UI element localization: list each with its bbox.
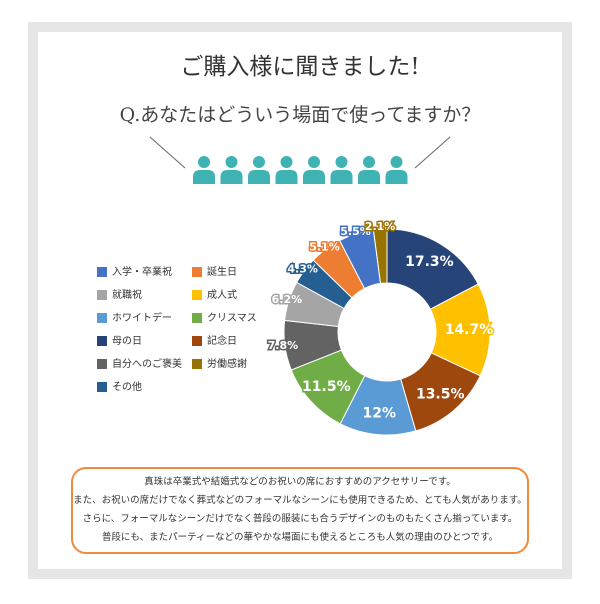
person-body: [303, 170, 325, 184]
legend-label: 入学・卒業祝: [112, 265, 172, 278]
data-label: 2.1%: [365, 220, 396, 233]
data-label: 14.7%: [445, 322, 494, 338]
legend-swatch: [192, 267, 202, 277]
legend-label: 母の日: [112, 335, 142, 347]
person-body: [193, 170, 215, 184]
legend-label: 就職祝: [112, 288, 142, 301]
person-body: [248, 170, 270, 184]
legend-label: その他: [112, 380, 142, 393]
person-head: [280, 156, 293, 168]
data-label: 4.3%: [287, 262, 318, 275]
legend-swatch: [97, 313, 107, 323]
note-line: また、お祝いの席だけでなく葬式などのフォーマルなシーンにも使用できるため、とても…: [73, 494, 527, 506]
note-line: 真珠は卒業式や結婚式などのお祝いの席におすすめのアクセサリーです。: [144, 476, 456, 488]
person-body: [385, 170, 408, 184]
data-label: 17.3%: [405, 254, 454, 270]
person-head: [390, 156, 403, 168]
person-body: [330, 170, 353, 184]
legend-swatch: [97, 359, 107, 369]
legend-label: 自分へのご褒美: [112, 357, 182, 370]
person-head: [253, 156, 265, 168]
people-icons: [193, 156, 408, 184]
legend-swatch: [192, 313, 202, 323]
donut-chart: 17.3% 14.7% 13.5% 12% 11.5% 7.8% 6.2% 4.3% 5.1%5…: [266, 219, 495, 436]
person-head: [198, 156, 210, 168]
data-label: 12%: [363, 406, 397, 422]
note-text: 真珠は卒業式や結婚式などのお祝いの席におすすめのアクセサリーです。また、お祝いの…: [73, 476, 527, 544]
deco-line: [149, 136, 186, 169]
legend-swatch: [97, 290, 107, 300]
note-line: 普段にも、またパーティーなどの華やかな場面にも使えるところも人気の理由のひとつで…: [102, 531, 498, 543]
person-body: [358, 170, 380, 184]
legend-label: 成人式: [207, 288, 237, 301]
legend-label: クリスマス: [207, 312, 257, 324]
data-label: 7.8%: [268, 339, 299, 352]
deco-line: [414, 136, 451, 169]
legend-swatch: [192, 336, 202, 346]
legend-label: 労働感謝: [207, 357, 247, 370]
chart-title: ご購入様に聞きました!: [180, 54, 419, 80]
note-box: [71, 467, 529, 554]
legend-swatch: [192, 290, 202, 300]
data-label: 11.5%: [302, 379, 351, 395]
data-label: 13.5%: [416, 386, 465, 402]
person-body: [275, 170, 298, 184]
person-head: [335, 156, 348, 168]
donut-slice: [372, 228, 388, 284]
person-head: [363, 156, 375, 168]
legend-label: ホワイトデー: [112, 311, 172, 324]
note-line: さらに、フォーマルなシーンだけでなく普段の服装にも合うデザインのものもたくさん揃…: [83, 513, 518, 525]
person-body: [220, 170, 243, 184]
legend-label: 記念日: [207, 334, 237, 347]
data-label: 5.5%: [340, 225, 371, 238]
legend-label: 誕生日: [207, 265, 237, 278]
data-label: 5.1%: [309, 241, 340, 254]
person-head: [225, 156, 238, 168]
legend-swatch: [97, 382, 107, 392]
legend-swatch: [97, 336, 107, 346]
person-head: [308, 156, 320, 168]
legend-swatch: [192, 359, 202, 369]
question: Q.あなたはどういう場面で使ってますか？: [120, 104, 481, 126]
legend-swatch: [97, 267, 107, 277]
data-label: 6.2%: [272, 293, 303, 306]
